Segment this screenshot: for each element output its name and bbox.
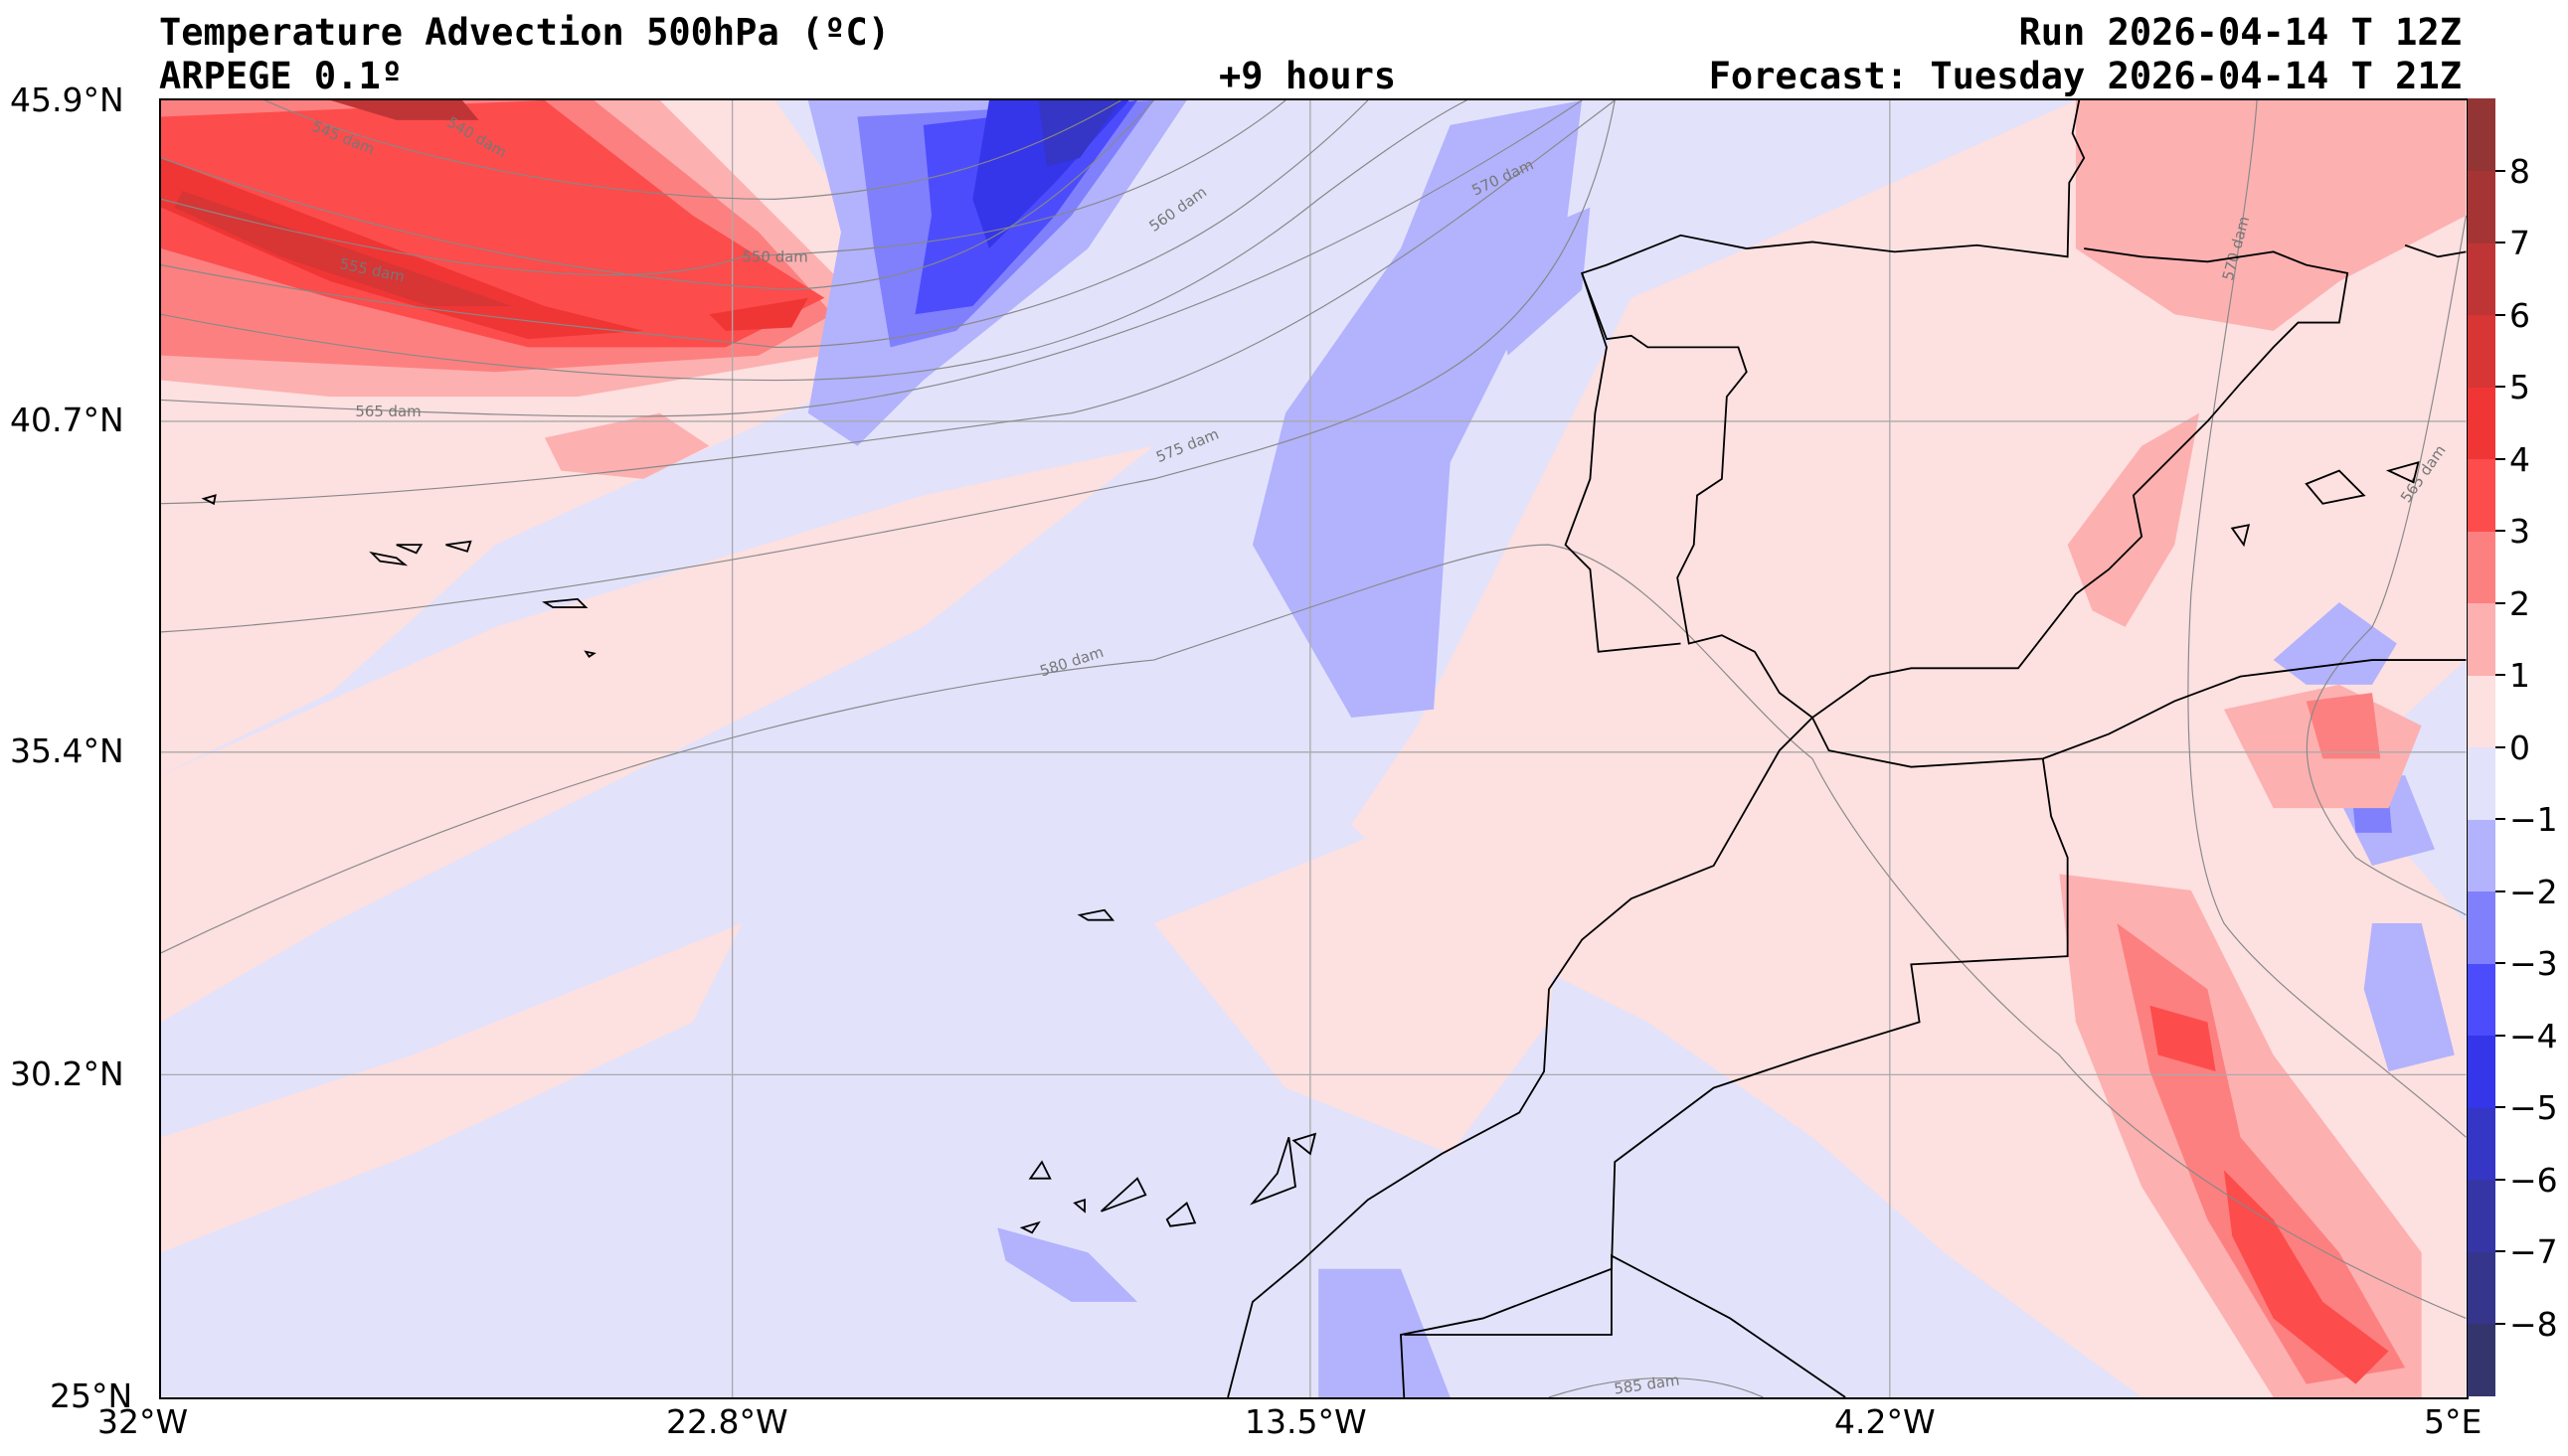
field-red-east-6 <box>2149 1005 2389 1384</box>
y-tick-label: 45.9°N <box>10 81 124 119</box>
field-red-east-3 <box>2306 693 2381 759</box>
colorbar-tick-label: 6 <box>2509 295 2530 335</box>
coastlines <box>201 100 2467 1397</box>
map-svg: 540 dam 545 dam 550 dam 555 dam 560 dam … <box>161 100 2467 1397</box>
colorbar-bin <box>2468 1179 2495 1252</box>
colorbar-bin <box>2468 1251 2495 1324</box>
x-tick-label: 5°E <box>2424 1402 2482 1441</box>
field-red-6 <box>330 100 479 120</box>
contour-label-565: 565 dam <box>355 403 421 420</box>
colorbar-tick-label: −2 <box>2509 872 2558 911</box>
x-tick-label: 13.5°W <box>1245 1402 1367 1441</box>
colorbar-tick-label: 3 <box>2509 512 2530 551</box>
lead-time-label: +9 hours <box>1219 55 1397 97</box>
field-blue-east-4 <box>2363 923 2455 1072</box>
colorbar-bin <box>2468 531 2495 603</box>
colorbar-bin <box>2468 170 2495 243</box>
run-label: Run 2026-04-14 T 12Z <box>2018 11 2462 54</box>
field-blue-band-2 <box>1499 207 1591 356</box>
colorbar-tick <box>2495 1322 2505 1325</box>
colorbar-tick-label: 5 <box>2509 368 2530 406</box>
colorbar-tick-label: −7 <box>2509 1232 2558 1271</box>
colorbar-tick <box>2495 818 2505 820</box>
y-tick-label: 35.4°N <box>10 731 124 770</box>
field-blue-canary <box>997 1227 1138 1302</box>
field-pink-lower <box>161 923 743 1253</box>
height-contours <box>161 100 2467 1397</box>
colorbar-bin <box>2468 819 2495 891</box>
colorbar-tick-label: −1 <box>2509 800 2558 839</box>
colorbar-bin <box>2468 98 2495 171</box>
colorbar-tick <box>2495 530 2505 532</box>
colorbar-tick-label: −6 <box>2509 1160 2558 1200</box>
x-tick-label: 4.2°W <box>1834 1402 1936 1441</box>
field-pink-band <box>161 445 1154 1023</box>
colorbar-tick <box>2495 601 2505 604</box>
field-red-5 <box>174 191 512 306</box>
colorbar-tick <box>2495 890 2505 892</box>
colorbar-tick <box>2495 1250 2505 1252</box>
colorbar-tick-label: 1 <box>2509 656 2530 695</box>
contour-label-550: 550 dam <box>743 247 808 265</box>
field-red-east-1 <box>2067 412 2200 627</box>
y-tick-label: 40.7°N <box>10 401 124 439</box>
model-label: ARPEGE 0.1º <box>159 55 404 97</box>
field-red-7 <box>709 297 808 331</box>
forecast-label: Forecast: Tuesday 2026-04-14 T 21Z <box>1708 55 2462 97</box>
colorbar-bin <box>2468 963 2495 1036</box>
field-blue-band <box>1252 100 1583 718</box>
colorbar-tick <box>2495 674 2505 676</box>
field-blue-east <box>2273 602 2397 685</box>
colorbar-bin <box>2468 243 2495 315</box>
colorbar-tick <box>2495 242 2505 243</box>
field-blue-5 <box>1038 100 1121 167</box>
colorbar-tick-label: 2 <box>2509 583 2530 623</box>
colorbar-bin <box>2468 458 2495 532</box>
map-plot-area: 540 dam 545 dam 550 dam 555 dam 560 dam … <box>159 98 2469 1399</box>
colorbar-tick-label: −5 <box>2509 1088 2558 1127</box>
colorbar-bin <box>2468 387 2495 459</box>
colorbar-tick <box>2495 1106 2505 1108</box>
colorbar-tick-label: −3 <box>2509 944 2558 983</box>
field-pink-africa <box>1153 824 1566 1154</box>
colorbar-tick-label: 8 <box>2509 151 2530 191</box>
colorbar-tick <box>2495 169 2505 172</box>
colorbar-tick-label: −8 <box>2509 1304 2558 1344</box>
colorbar-tick <box>2495 313 2505 316</box>
colorbar-bin <box>2468 602 2495 676</box>
colorbar-tick <box>2495 386 2505 388</box>
y-tick-label: 25°N <box>50 1376 133 1415</box>
colorbar-tick-label: 4 <box>2509 439 2530 479</box>
colorbar <box>2468 98 2495 1396</box>
colorbar-tick <box>2495 457 2505 460</box>
colorbar-bin <box>2468 890 2495 964</box>
colorbar-tick <box>2495 1034 2505 1037</box>
field-red-3 <box>161 100 825 348</box>
colorbar-tick <box>2495 1178 2505 1181</box>
colorbar-bin <box>2468 314 2495 388</box>
colorbar-bin <box>2468 1323 2495 1396</box>
x-tick-label: 32°W <box>97 1402 189 1441</box>
colorbar-tick <box>2495 962 2505 964</box>
colorbar-bin <box>2468 1107 2495 1180</box>
field-red-east-7 <box>2075 100 2467 331</box>
colorbar-bin <box>2468 675 2495 747</box>
colorbar-tick-label: 0 <box>2509 728 2530 767</box>
colorbar-tick <box>2495 745 2505 748</box>
y-tick-label: 30.2°N <box>10 1054 124 1093</box>
gridlines <box>161 100 2467 1397</box>
colorbar-bin <box>2468 746 2495 820</box>
chart-title: Temperature Advection 500hPa (ºC) <box>159 11 891 54</box>
colorbar-bin <box>2468 1035 2495 1108</box>
colorbar-tick-label: 7 <box>2509 224 2530 262</box>
x-tick-label: 22.8°W <box>666 1402 788 1441</box>
field-pink-blob <box>544 412 710 479</box>
field-blue-sahara <box>1318 1268 1451 1397</box>
field-red-4 <box>161 157 644 340</box>
colorbar-tick-label: −4 <box>2509 1016 2558 1055</box>
